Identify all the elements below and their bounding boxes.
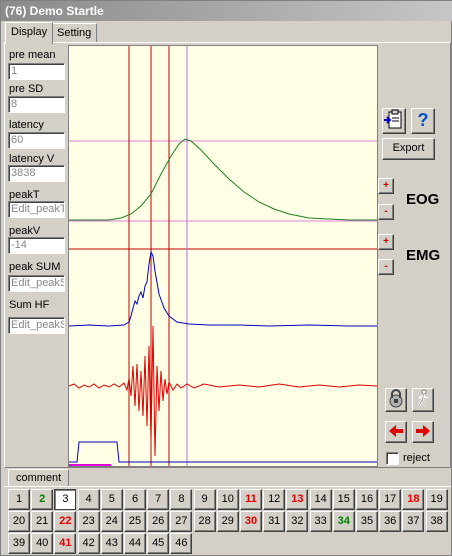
trial-button[interactable]: 45 — [147, 533, 170, 554]
pre-sd-field[interactable]: 8 — [8, 96, 65, 113]
trial-button[interactable]: 42 — [77, 533, 100, 554]
trial-button[interactable]: 21 — [31, 511, 54, 532]
arrow-right-icon — [416, 425, 430, 437]
trial-button[interactable]: 18 — [402, 489, 425, 510]
trial-button[interactable]: 28 — [193, 511, 216, 532]
trial-button[interactable]: 32 — [286, 511, 309, 532]
next-trial-button[interactable] — [412, 421, 434, 443]
clipboard-icon — [384, 109, 402, 129]
help-button[interactable]: ? — [411, 108, 435, 134]
trial-number-grid: 1 2 3 4 5 6 7 8 9 10 11 12 13 14 15 16 17 18 19 20 21 22 23 24 2… — [4, 486, 451, 554]
tab-setting[interactable]: Setting — [51, 23, 98, 43]
trial-button[interactable]: 17 — [379, 489, 402, 510]
trial-button[interactable]: 23 — [77, 511, 100, 532]
trial-button[interactable]: 22 — [54, 511, 77, 532]
trial-button[interactable]: 31 — [263, 511, 286, 532]
latency-label: latency — [9, 119, 44, 131]
clipboard-button[interactable] — [382, 108, 406, 134]
eog-minus-button[interactable]: - — [378, 204, 394, 220]
latency-field[interactable]: 60 — [8, 132, 65, 149]
trial-button[interactable]: 10 — [216, 489, 239, 510]
tab-comment[interactable]: comment — [8, 469, 70, 486]
trial-button[interactable]: 38 — [425, 511, 448, 532]
trial-button[interactable]: 11 — [240, 489, 262, 510]
trial-button[interactable]: 14 — [309, 489, 332, 510]
arrow-left-icon — [389, 425, 403, 437]
trial-button[interactable]: 6 — [124, 489, 146, 510]
trial-button[interactable]: 9 — [193, 489, 216, 510]
sum-hf-label: Sum HF — [9, 299, 50, 311]
trial-button[interactable]: 15 — [332, 489, 355, 510]
trial-button[interactable]: 39 — [8, 533, 30, 554]
eog-trace — [69, 138, 377, 221]
trial-button[interactable]: 30 — [240, 511, 262, 532]
trial-button[interactable]: 33 — [309, 511, 332, 532]
trial-button[interactable]: 2 — [31, 489, 54, 510]
trial-button[interactable]: 41 — [54, 533, 77, 554]
latency-v-field[interactable]: 3838 — [8, 165, 65, 182]
trial-button[interactable]: 1 — [8, 489, 30, 510]
trial-button[interactable]: 29 — [216, 511, 239, 532]
trial-button[interactable]: 13 — [286, 489, 309, 510]
export-button[interactable]: Export — [382, 138, 435, 160]
pre-mean-label: pre mean — [9, 49, 56, 61]
eog-plus-button[interactable]: + — [378, 178, 394, 194]
tab-display[interactable]: Display — [5, 22, 54, 44]
emg-label: EMG — [406, 247, 441, 264]
trial-button[interactable]: 25 — [124, 511, 146, 532]
peak-v-label: peakV — [9, 225, 41, 237]
signal-traces — [68, 46, 378, 467]
peak-v-field[interactable]: -14 — [8, 237, 65, 254]
pre-sd-label: pre SD — [9, 83, 44, 95]
trial-button[interactable]: 27 — [170, 511, 193, 532]
baseline-window-bar — [69, 464, 111, 467]
trial-button[interactable]: 34 — [332, 511, 355, 532]
walker-button[interactable] — [412, 388, 434, 412]
walking-person-icon — [418, 389, 428, 407]
trial-button[interactable]: 24 — [100, 511, 123, 532]
peak-sum-label: peak SUM — [9, 261, 61, 273]
signal-plot — [68, 45, 378, 467]
trial-button[interactable]: 43 — [100, 533, 123, 554]
peak-t-label: peakT — [9, 189, 40, 201]
reject-checkbox[interactable] — [386, 452, 399, 465]
trial-button[interactable]: 7 — [147, 489, 170, 510]
trial-button[interactable]: 20 — [8, 511, 30, 532]
latency-v-label: latency V — [9, 153, 55, 165]
stimulus-trace — [69, 441, 377, 463]
trial-button[interactable]: 16 — [356, 489, 378, 510]
emg-raw-trace — [68, 325, 378, 457]
trial-button[interactable]: 19 — [425, 489, 448, 510]
trial-button[interactable]: 35 — [356, 511, 378, 532]
trial-button[interactable]: 5 — [100, 489, 123, 510]
trial-button[interactable]: 46 — [170, 533, 193, 554]
previous-trial-button[interactable] — [385, 421, 407, 443]
window-title: (76) Demo Startle — [1, 1, 452, 21]
lock-button[interactable] — [385, 388, 407, 412]
peak-sum-field[interactable]: Edit_peakS — [8, 275, 65, 292]
trial-button[interactable]: 3 — [54, 489, 77, 510]
reject-label: reject — [403, 452, 430, 464]
trial-button[interactable]: 36 — [379, 511, 402, 532]
trial-button[interactable]: 26 — [147, 511, 170, 532]
emg-minus-button[interactable]: - — [378, 259, 394, 275]
trial-button[interactable]: 44 — [124, 533, 146, 554]
display-panel — [4, 42, 451, 468]
eog-label: EOG — [406, 191, 440, 208]
sum-hf-field[interactable]: Edit_peakS — [8, 317, 65, 334]
trial-button[interactable]: 40 — [31, 533, 54, 554]
trial-button[interactable]: 37 — [402, 511, 425, 532]
emg-plus-button[interactable]: + — [378, 234, 394, 250]
emg-rectified-trace — [68, 250, 377, 327]
pre-mean-field[interactable]: 1 — [8, 63, 65, 80]
trial-button[interactable]: 4 — [77, 489, 100, 510]
lock-icon — [389, 389, 403, 408]
trial-button[interactable]: 12 — [263, 489, 286, 510]
peak-t-field[interactable]: Edit_peakT — [8, 201, 65, 218]
trial-button[interactable]: 8 — [170, 489, 193, 510]
